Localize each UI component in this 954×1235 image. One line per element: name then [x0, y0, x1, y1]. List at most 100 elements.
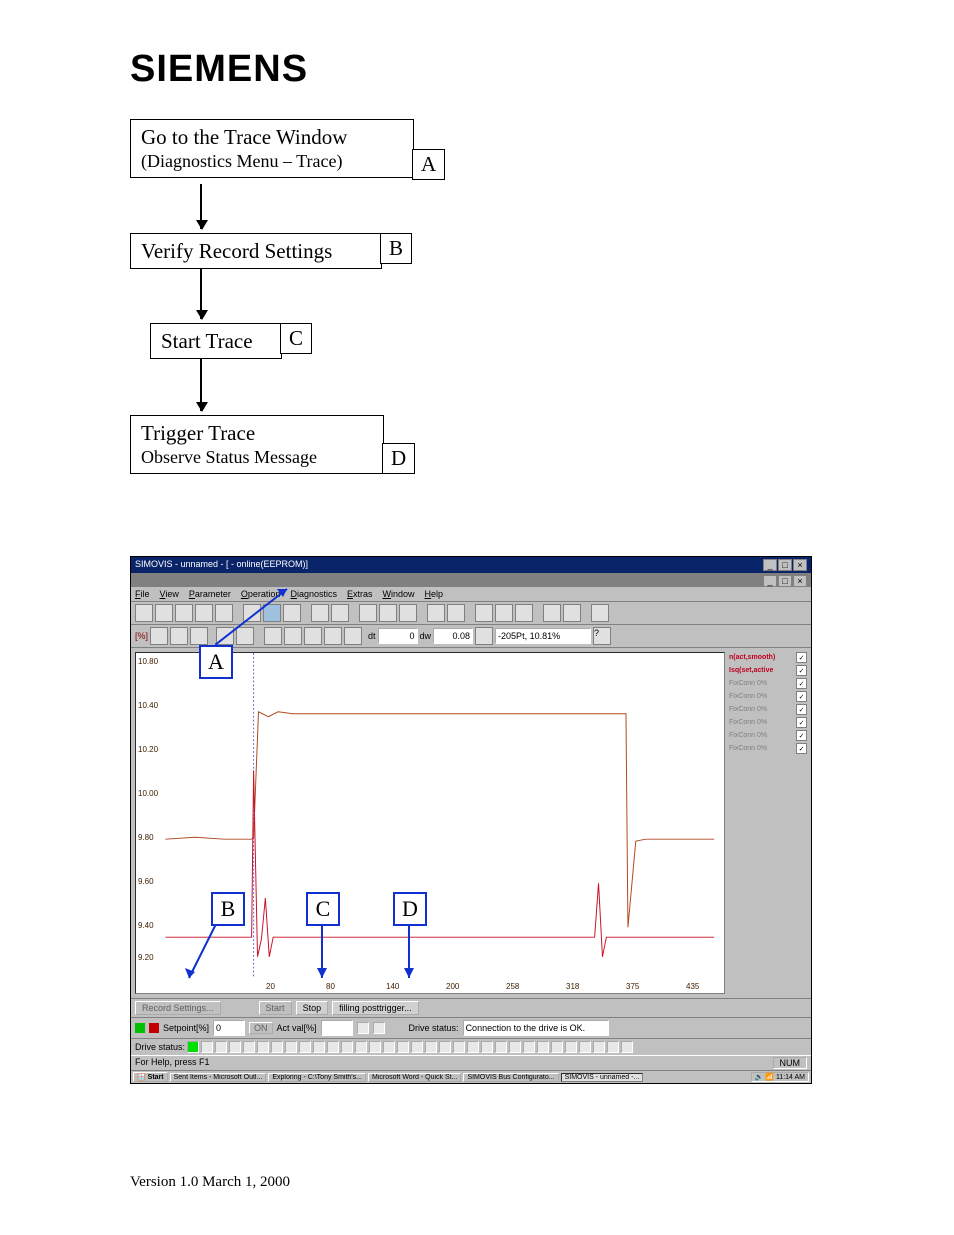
toolbar-button[interactable] [447, 604, 465, 622]
dw-label: dw [420, 631, 432, 641]
flowchart: Go to the Trace Window (Diagnostics Menu… [130, 119, 844, 544]
menu-item-diagnostics[interactable]: Diagnostics [290, 589, 337, 599]
ytick: 10.20 [138, 745, 158, 754]
menu-item-view[interactable]: View [160, 589, 179, 599]
toolbar-button[interactable] [379, 604, 397, 622]
status-cell [537, 1041, 549, 1053]
status-row-2: Drive status: [131, 1038, 811, 1055]
status-cell [579, 1041, 591, 1053]
system-tray[interactable]: 🔊 📶 11:14 AM [751, 1072, 809, 1082]
step-b-tag: B [380, 233, 412, 264]
toolbar-button[interactable] [399, 604, 417, 622]
num-indicator: NUM [773, 1057, 808, 1069]
status-cell [187, 1041, 199, 1053]
menu-item-help[interactable]: Help [425, 589, 444, 599]
menu-item-file[interactable]: File [135, 589, 150, 599]
cursor-field: -205Pt, 10.81% [495, 628, 591, 644]
start-button[interactable]: Start [259, 1001, 292, 1015]
titlebar: SIMOVIS - unnamed - [ - online(EEPROM)] … [131, 557, 811, 573]
dt-field[interactable]: 0 [378, 628, 418, 644]
help-icon[interactable]: ? [593, 627, 611, 645]
trace-item[interactable]: FixConn 0%✓ [729, 730, 807, 741]
toolbar-button[interactable] [495, 604, 513, 622]
toolbar-button[interactable] [359, 604, 377, 622]
mdi-close-icon[interactable]: × [793, 575, 807, 587]
toolbar-button[interactable] [563, 604, 581, 622]
status-cell [243, 1041, 255, 1053]
arrow-a-b [200, 184, 202, 229]
step-b-box: Verify Record Settings [130, 233, 382, 269]
status-cell [369, 1041, 381, 1053]
toolbar-button[interactable] [515, 604, 533, 622]
xtick: 140 [386, 982, 399, 991]
start-button[interactable]: 🪟 Start [133, 1072, 168, 1082]
step-a-box: Go to the Trace Window (Diagnostics Menu… [130, 119, 414, 178]
step-a-tag: A [412, 149, 445, 180]
xtick: 20 [266, 982, 275, 991]
toolbar-button[interactable] [155, 604, 173, 622]
trace-item[interactable]: n(act,smooth)✓ [729, 652, 807, 663]
toolbar-button[interactable] [324, 627, 342, 645]
toolbar-button[interactable] [170, 627, 188, 645]
mdi-minimize-icon[interactable]: _ [763, 575, 777, 587]
annotation-d: D [393, 892, 427, 926]
toolbar-button[interactable] [475, 627, 493, 645]
setpoint-field[interactable]: 0 [213, 1020, 245, 1036]
trace-item[interactable]: Isq(set,active✓ [729, 665, 807, 676]
taskbar-item[interactable]: Exploring - C:\Tony Smith's... [268, 1073, 366, 1082]
toolbar-button[interactable] [135, 604, 153, 622]
annotation-b: B [211, 892, 245, 926]
trace-item[interactable]: FixConn 0%✓ [729, 704, 807, 715]
taskbar-item-active[interactable]: SIMOVIS - unnamed -... [561, 1073, 644, 1082]
toolbar-button[interactable] [543, 604, 561, 622]
dt-label: dt [368, 631, 376, 641]
ytick: 9.80 [138, 833, 154, 842]
status-cell [271, 1041, 283, 1053]
toolbar-button[interactable] [475, 604, 493, 622]
trace-list: n(act,smooth)✓ Isq(set,active✓ FixConn 0%✓… [729, 648, 811, 998]
toolbar-button[interactable] [591, 604, 609, 622]
help-text: For Help, press F1 [135, 1057, 210, 1069]
ytick: 9.20 [138, 953, 154, 962]
menu-item-window[interactable]: Window [383, 589, 415, 599]
status-cell [201, 1041, 213, 1053]
help-row: For Help, press F1 NUM [131, 1055, 811, 1070]
toolbar-button[interactable] [331, 604, 349, 622]
trace-item[interactable]: FixConn 0%✓ [729, 678, 807, 689]
maximize-icon[interactable]: □ [778, 559, 792, 571]
actval-field [321, 1020, 353, 1036]
trace-item[interactable]: FixConn 0%✓ [729, 743, 807, 754]
on-button[interactable]: ON [249, 1022, 273, 1034]
toolbar-button[interactable] [344, 627, 362, 645]
taskbar[interactable]: 🪟 Start Sent Items - Microsoft Outl... E… [131, 1070, 811, 1083]
taskbar-item[interactable]: Sent Items - Microsoft Outl... [170, 1073, 267, 1082]
dw-field[interactable]: 0.08 [433, 628, 473, 644]
toolbar-button[interactable] [150, 627, 168, 645]
toolbar-button[interactable] [175, 604, 193, 622]
status-cell [341, 1041, 353, 1053]
toolbar-button[interactable] [304, 627, 322, 645]
status-cell [215, 1041, 227, 1053]
arrow-b-c [200, 269, 202, 319]
toolbar-button[interactable] [311, 604, 329, 622]
stop-button[interactable]: Stop [296, 1001, 329, 1015]
chart-area[interactable]: 10.80 10.40 10.20 10.00 9.80 9.60 9.40 9… [135, 652, 725, 994]
trace-item[interactable]: FixConn 0%✓ [729, 717, 807, 728]
ytick: 10.80 [138, 657, 158, 666]
record-settings-button[interactable]: Record Settings... [135, 1001, 221, 1015]
taskbar-item[interactable]: SIMOVIS Bus Configurato... [463, 1073, 558, 1082]
step-c-box: Start Trace [150, 323, 282, 359]
toolbar-button[interactable] [195, 604, 213, 622]
annotation-a: A [199, 645, 233, 679]
taskbar-item[interactable]: Microsoft Word - Quick St... [368, 1073, 461, 1082]
menu-item-extras[interactable]: Extras [347, 589, 373, 599]
toolbar-button[interactable] [427, 604, 445, 622]
step-a-sub: (Diagnostics Menu – Trace) [141, 150, 403, 173]
minimize-icon[interactable]: _ [763, 559, 777, 571]
close-icon[interactable]: × [793, 559, 807, 571]
toolbar-button[interactable] [190, 627, 208, 645]
status-cell [621, 1041, 633, 1053]
trace-item[interactable]: FixConn 0%✓ [729, 691, 807, 702]
mdi-maximize-icon[interactable]: □ [778, 575, 792, 587]
ytick: 10.40 [138, 701, 158, 710]
